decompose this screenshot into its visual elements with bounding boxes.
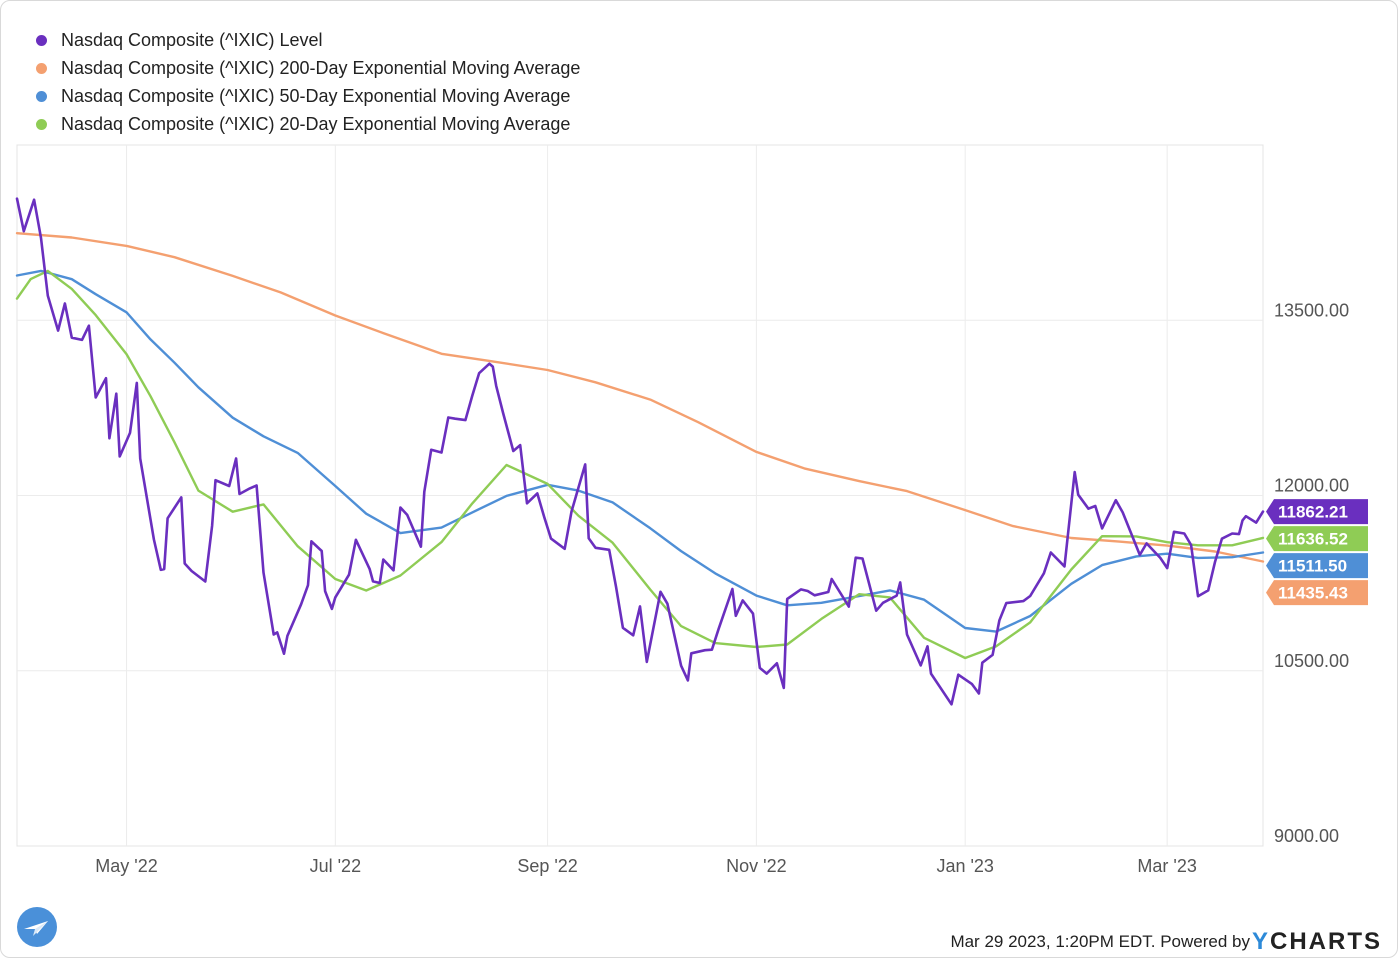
paper-plane-glyph bbox=[24, 921, 48, 936]
x-tick-label: May '22 bbox=[95, 856, 157, 876]
y-tick-label: 13500.00 bbox=[1274, 300, 1349, 320]
x-tick-label: Sep '22 bbox=[517, 856, 578, 876]
x-tick-label: Nov '22 bbox=[726, 856, 786, 876]
chart-footer: Mar 29 2023, 1:20PM EDT. Powered by YCHA… bbox=[950, 928, 1382, 956]
legend-item-level[interactable]: Nasdaq Composite (^IXIC) Level bbox=[36, 26, 580, 54]
legend-label-ema50: Nasdaq Composite (^IXIC) 50-Day Exponent… bbox=[61, 85, 571, 106]
value-tag-label: 11511.50 bbox=[1278, 557, 1347, 576]
paper-plane-icon[interactable] bbox=[17, 907, 57, 947]
legend-label-ema20: Nasdaq Composite (^IXIC) 20-Day Exponent… bbox=[61, 113, 571, 134]
legend-dot-ema20 bbox=[36, 118, 47, 130]
legend-item-ema200[interactable]: Nasdaq Composite (^IXIC) 200-Day Exponen… bbox=[36, 54, 580, 82]
footer-timestamp: Mar 29 2023, 1:20PM EDT. Powered by bbox=[950, 932, 1250, 951]
value-tag bbox=[1266, 526, 1368, 552]
ycharts-logo-rest: CHARTS bbox=[1270, 928, 1382, 955]
x-tick-label: Jan '23 bbox=[936, 856, 993, 876]
x-tick-label: Jul '22 bbox=[310, 856, 361, 876]
ycharts-logo-y: Y bbox=[1251, 928, 1270, 955]
series-line bbox=[15, 269, 1265, 660]
y-tick-label: 10500.00 bbox=[1274, 651, 1349, 671]
legend-item-ema20[interactable]: Nasdaq Composite (^IXIC) 20-Day Exponent… bbox=[36, 110, 580, 138]
legend-dot-ema50 bbox=[36, 90, 47, 102]
series-line bbox=[15, 232, 1265, 563]
value-tag-label: 11435.43 bbox=[1278, 584, 1348, 603]
value-tag bbox=[1266, 580, 1368, 606]
ycharts-logo[interactable]: YCHARTS bbox=[1252, 928, 1382, 956]
x-tick-label: Mar '23 bbox=[1137, 856, 1196, 876]
legend-item-ema50[interactable]: Nasdaq Composite (^IXIC) 50-Day Exponent… bbox=[36, 82, 580, 110]
chart-legend: Nasdaq Composite (^IXIC) Level Nasdaq Co… bbox=[36, 26, 580, 138]
series-line bbox=[15, 197, 1265, 706]
y-tick-label: 12000.00 bbox=[1274, 476, 1349, 496]
legend-label-ema200: Nasdaq Composite (^IXIC) 200-Day Exponen… bbox=[61, 57, 581, 78]
legend-dot-ema200 bbox=[36, 62, 47, 74]
series-line bbox=[15, 269, 1265, 633]
value-tag-label: 11636.52 bbox=[1278, 530, 1348, 549]
value-tag-label: 11862.21 bbox=[1278, 503, 1348, 522]
legend-dot-level bbox=[36, 34, 47, 46]
value-tag bbox=[1266, 553, 1368, 579]
y-tick-label: 9000.00 bbox=[1274, 826, 1339, 846]
value-tag bbox=[1266, 499, 1368, 525]
legend-label-level: Nasdaq Composite (^IXIC) Level bbox=[61, 29, 323, 50]
